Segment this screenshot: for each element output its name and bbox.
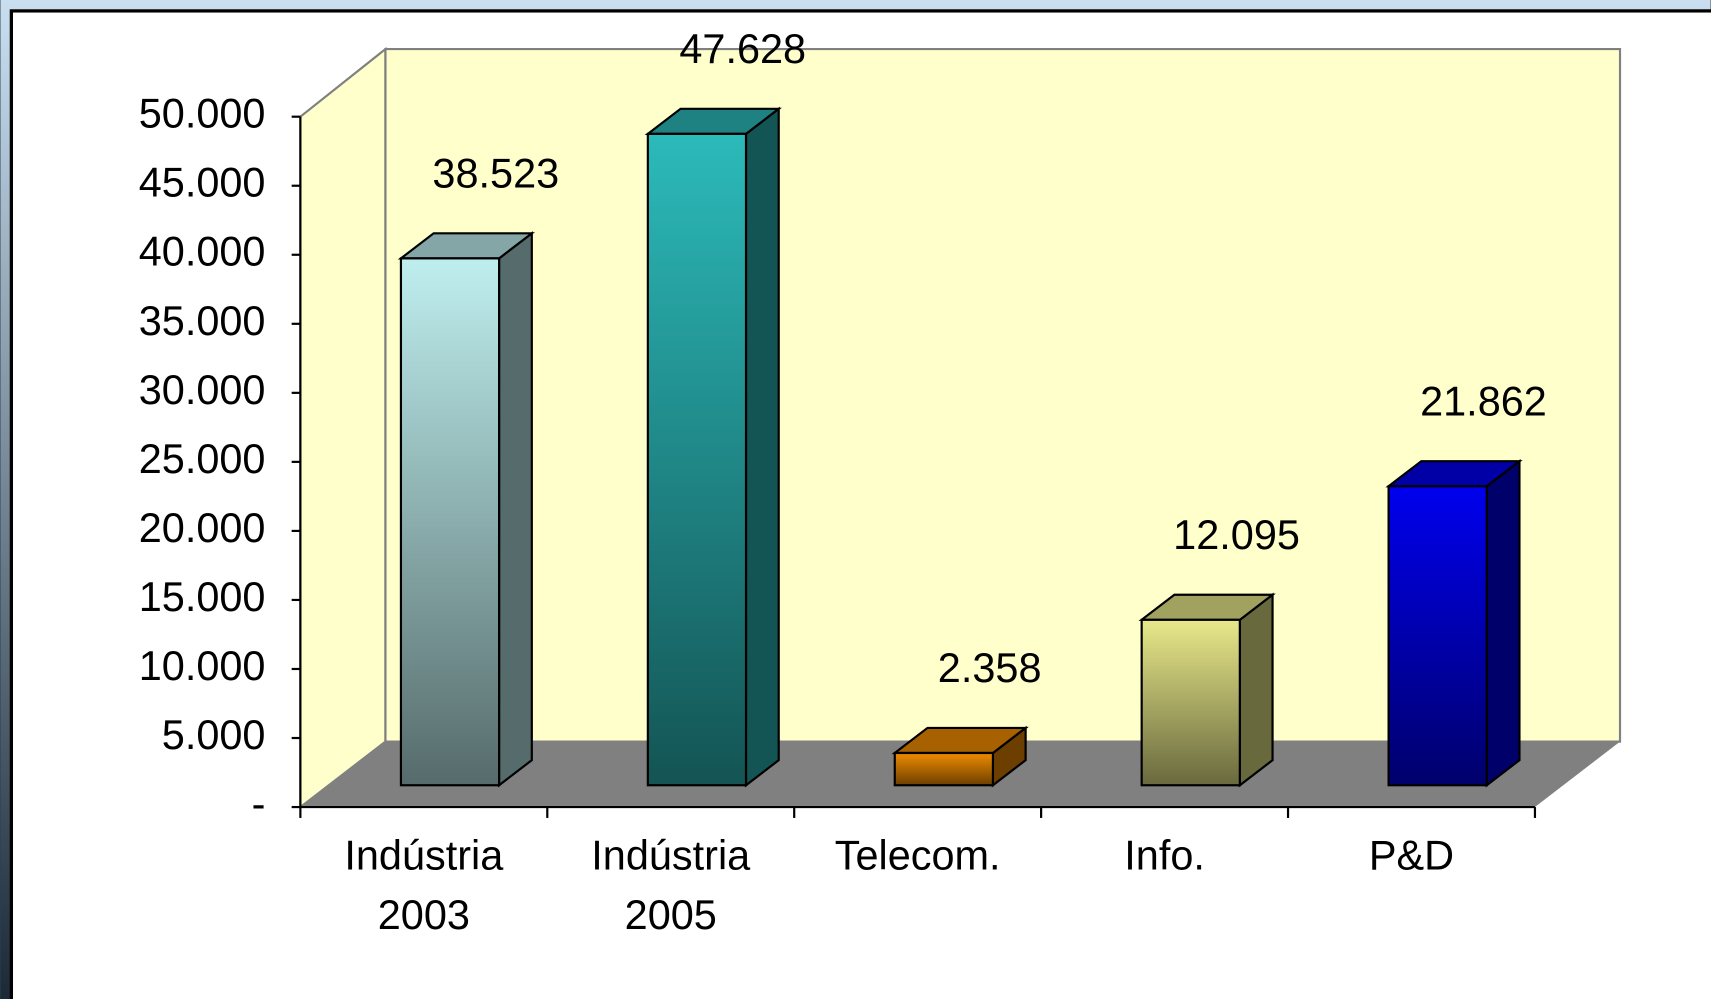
x-tick-label: Info. [1124,831,1205,878]
y-tick-label: 5.000 [162,711,266,758]
bar-side-shade [992,727,1026,786]
bar-group [644,106,782,788]
x-tick-label: Indústria [344,831,504,878]
y-tick-label: 50.000 [139,90,266,137]
bar-shade [399,257,501,787]
side-wall [299,46,387,810]
y-tick-label: 35.000 [139,297,266,344]
bar-shade [1387,485,1488,787]
y-tick-label: 20.000 [139,504,266,551]
bar-side-shade [499,233,532,786]
y-tick-label: 40.000 [139,228,266,275]
bar-shade [646,132,748,787]
bar-shade [893,751,995,787]
bar-top-shade [647,108,779,134]
bar-group [891,725,1029,788]
y-tick-label: - [252,780,266,827]
value-label: 38.523 [432,150,559,197]
x-tick-label: 2005 [625,891,717,938]
bar-group [1385,458,1523,788]
bar-group [397,231,536,788]
bar-top-shade [894,727,1026,753]
y-tick-label: 30.000 [139,366,266,413]
bar-top-shade [400,233,532,259]
value-label: 21.862 [1420,377,1547,424]
bar-side-shade [1486,461,1520,786]
bar-top-shade [1141,594,1273,620]
y-tick-label: 15.000 [139,573,266,620]
y-tick-label: 45.000 [139,159,266,206]
x-tick-label: P&D [1369,831,1454,878]
value-label: 2.358 [938,644,1042,691]
bar-top-shade [1388,461,1520,487]
bar-side-shade [1239,594,1273,786]
bar-shade [1140,618,1241,787]
x-tick-label: Telecom. [835,831,1001,878]
x-tick-label: Indústria [591,831,751,878]
y-tick-label: 10.000 [139,642,266,689]
value-label: 47.628 [679,25,806,72]
x-tick-label: 2003 [378,891,470,938]
bar-group [1138,592,1276,788]
bar-side-shade [746,108,779,786]
value-label: 12.095 [1173,511,1300,558]
y-tick-label: 25.000 [139,435,266,482]
